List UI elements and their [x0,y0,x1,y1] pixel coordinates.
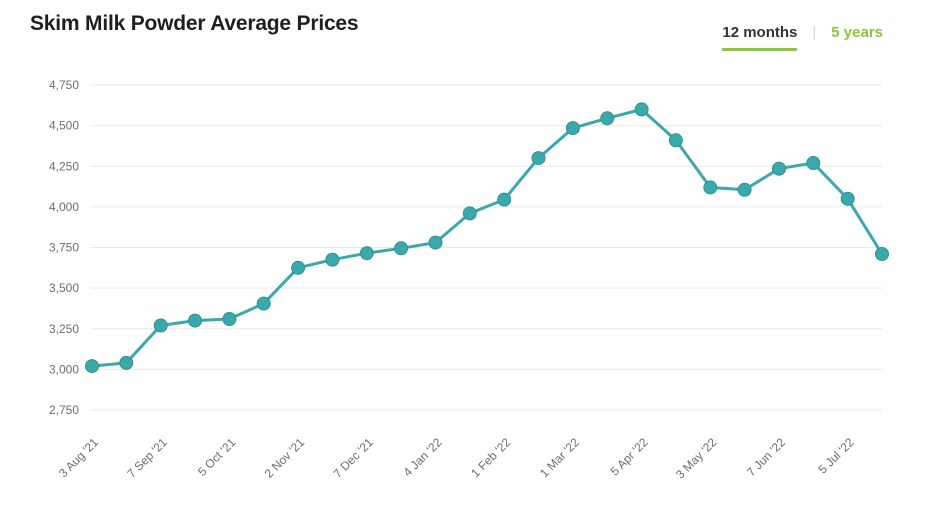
tab-5-years[interactable]: 5 years [831,24,883,41]
data-point-marker[interactable] [737,182,752,197]
data-point-marker[interactable] [634,102,649,117]
x-axis-tick-label: 7 Dec '21 [330,435,376,481]
y-axis-tick-label: 4,250 [49,159,79,173]
data-point-marker[interactable] [359,246,374,261]
x-axis-tick-label: 5 Apr '22 [608,435,651,478]
y-axis-tick-label: 2,750 [49,403,79,417]
tab-12-months[interactable]: 12 months [722,24,798,51]
data-point-marker[interactable] [462,206,477,221]
tab-divider: | [812,24,817,41]
data-point-marker[interactable] [703,180,718,195]
data-point-marker[interactable] [188,313,202,328]
data-point-marker[interactable] [600,111,615,126]
price-line [90,107,884,368]
data-point-marker[interactable] [565,121,580,136]
data-point-marker[interactable] [428,235,443,250]
y-axis-tick-label: 3,000 [49,362,79,376]
data-point-marker[interactable] [668,133,683,148]
data-point-marker[interactable] [875,247,889,261]
x-axis-tick-label: 1 Feb '22 [468,435,513,480]
data-point-marker[interactable] [531,151,546,166]
data-point-marker[interactable] [394,241,409,256]
data-point-marker[interactable] [325,252,340,267]
data-point-marker[interactable] [497,192,512,207]
y-axis-tick-label: 3,500 [49,281,79,295]
x-axis-tick-label: 3 Aug '21 [56,435,101,480]
page-title: Skim Milk Powder Average Prices [30,12,359,35]
data-point-marker[interactable] [222,312,237,326]
data-point-marker[interactable] [772,161,786,176]
data-point-marker[interactable] [840,191,855,206]
data-point-marker[interactable] [806,156,821,170]
data-point-marker[interactable] [119,355,134,370]
y-axis-tick-label: 3,750 [49,241,79,255]
y-axis-tick-label: 4,500 [49,119,79,133]
x-axis-tick-label: 2 Nov '21 [262,435,308,481]
range-tabs: 12 months | 5 years [722,24,883,51]
x-axis-tick-label: 5 Oct '21 [195,435,239,479]
y-axis-tick-label: 4,750 [49,78,79,92]
y-axis-tick-label: 3,250 [49,322,79,336]
x-axis-tick-label: 3 May '22 [673,435,720,482]
data-point-marker[interactable] [85,359,99,374]
y-axis-tick-label: 4,000 [49,200,79,214]
x-axis-tick-label: 7 Sep '21 [124,435,170,481]
data-point-marker[interactable] [291,260,306,275]
x-axis-tick-label: 4 Jan '22 [401,435,445,479]
x-axis-tick-label: 5 Jul '22 [816,435,857,476]
data-point-marker[interactable] [256,296,271,311]
x-axis-tick-label: 1 Mar '22 [537,435,582,480]
x-axis-tick-label: 7 Jun '22 [744,435,788,479]
data-point-marker[interactable] [153,318,168,333]
